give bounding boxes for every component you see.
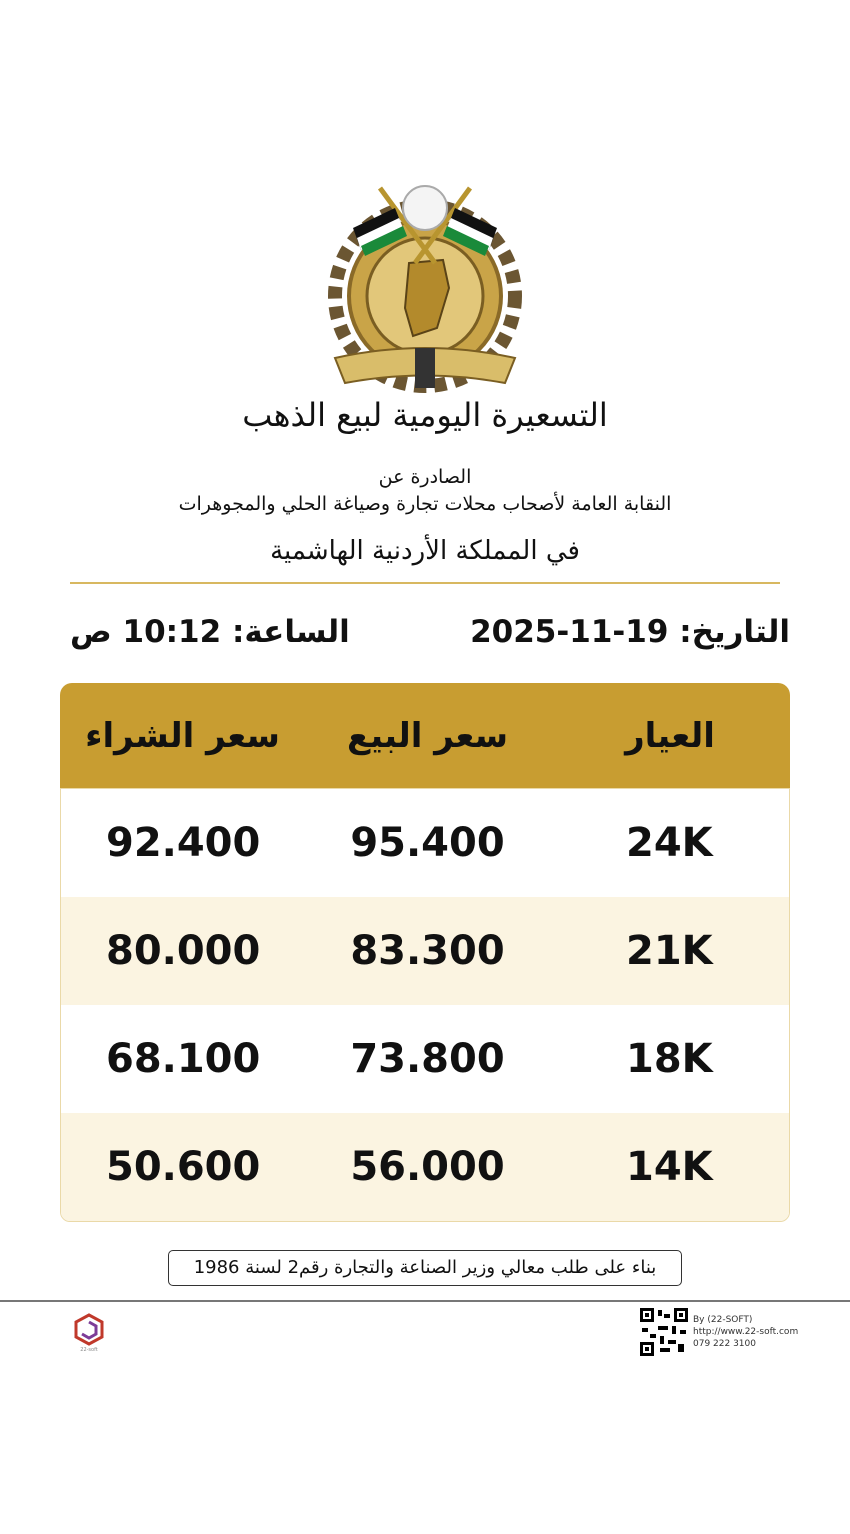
footer-divider [0,1300,850,1302]
credit-url[interactable]: http://www.22-soft.com [693,1327,799,1337]
date-display: التاريخ: 19-11-2025 [470,614,790,650]
buy-price-cell: 92.400 [105,820,261,866]
kingdom-name: في المملكة الأردنية الهاشمية [270,536,580,566]
buy-price-cell: 50.600 [105,1144,261,1190]
developer-credit: By (22-SOFT) http://www.22-soft.com 079 … [693,1314,798,1350]
karat-cell: 24K [625,820,713,866]
divider [70,582,780,584]
table-row: 14K 56.000 50.600 [61,1113,789,1221]
table-header: العيار سعر البيع سعر الشراء [60,683,790,788]
date-label: التاريخ: [679,614,790,650]
sell-price-cell: 73.800 [350,1036,505,1082]
credit-by: By (22-SOFT) [693,1315,753,1325]
22-soft-logo: 22-soft [74,1313,104,1352]
issued-by-text: الصادرة عن [378,466,472,488]
header-buy-price: سعر الشراء [85,715,280,756]
svg-text:22-soft: 22-soft [80,1347,98,1352]
sell-price-cell: 56.000 [350,1144,505,1190]
karat-cell: 21K [625,928,713,974]
ministry-note: بناء على طلب معالي وزير الصناعة والتجارة… [168,1250,682,1286]
time-value: 10:12 ص [70,614,222,650]
page-title: التسعيرة اليومية لبيع الذهب [242,396,608,434]
buy-price-cell: 80.000 [105,928,261,974]
time-display: الساعة: 10:12 ص [70,614,350,650]
date-value: 19-11-2025 [470,614,669,650]
union-emblem-logo [328,185,522,393]
gold-price-table: العيار سعر البيع سعر الشراء 24K 95.400 9… [60,683,790,1222]
karat-cell: 14K [625,1144,713,1190]
table-row: 18K 73.800 68.100 [61,1005,789,1113]
union-name: النقابة العامة لأصحاب محلات تجارة وصياغة… [178,493,672,515]
table-row: 24K 95.400 92.400 [61,789,789,897]
credit-phone: 079 222 3100 [693,1339,756,1349]
table-body: 24K 95.400 92.400 21K 83.300 80.000 18K … [60,788,790,1222]
sell-price-cell: 95.400 [350,820,505,866]
time-label: الساعة: [231,614,350,650]
header-karat: العيار [625,715,715,756]
sell-price-cell: 83.300 [350,928,505,974]
buy-price-cell: 68.100 [105,1036,261,1082]
karat-cell: 18K [625,1036,713,1082]
qr-code[interactable] [640,1308,688,1356]
table-row: 21K 83.300 80.000 [61,897,789,1005]
header-sell-price: سعر البيع [346,715,509,756]
